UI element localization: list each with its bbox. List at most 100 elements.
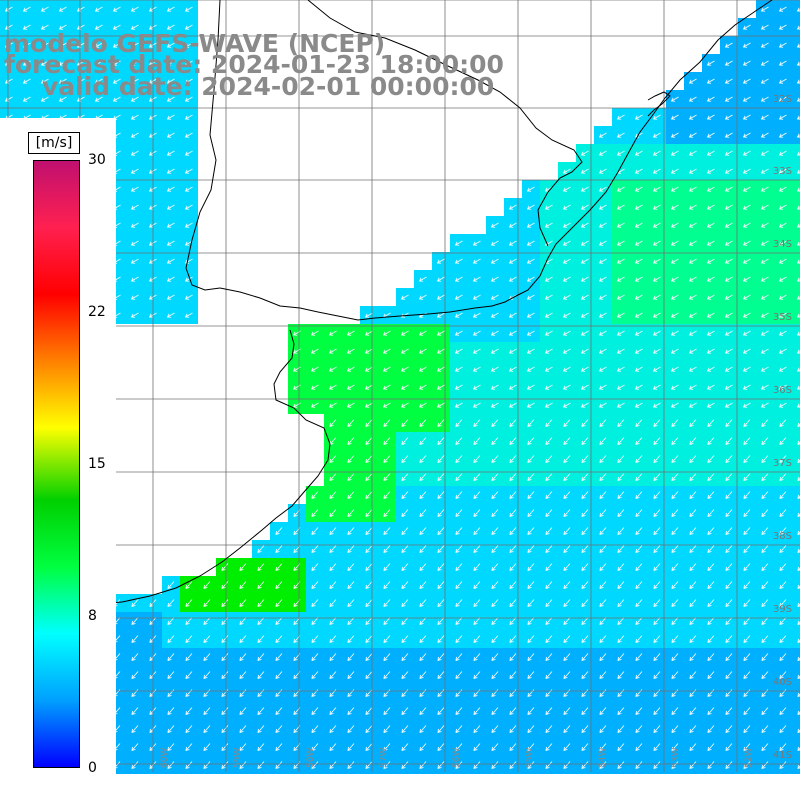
wind-arrow	[689, 563, 697, 572]
wind-arrow	[725, 599, 733, 608]
wind-arrow	[509, 761, 517, 770]
wind-arrow	[365, 563, 373, 572]
wind-arrow	[418, 384, 427, 390]
wind-arrow	[221, 635, 229, 644]
wind-arrow	[526, 348, 535, 354]
wind-arrow	[437, 491, 445, 500]
wind-arrow	[365, 581, 373, 590]
wind-arrow	[670, 186, 679, 192]
wind-speed-cell	[792, 396, 800, 414]
colorbar-tick-8: 8	[88, 608, 97, 624]
wind-arrow	[436, 276, 445, 282]
wind-speed-cell	[792, 126, 800, 144]
wind-arrow	[742, 114, 751, 120]
wind-arrow	[760, 6, 769, 12]
wind-arrow	[563, 725, 571, 734]
wind-arrow	[527, 617, 535, 626]
wind-arrow	[185, 581, 193, 590]
wind-arrow	[131, 725, 139, 734]
coastline	[0, 0, 773, 616]
wind-arrow	[418, 330, 427, 336]
wind-arrow	[743, 473, 751, 482]
wind-arrow	[275, 671, 283, 680]
wind-arrow	[617, 509, 625, 518]
wind-arrow	[545, 473, 553, 482]
wind-arrow	[364, 330, 373, 336]
wind-arrow	[670, 222, 679, 228]
wind-arrow	[599, 707, 607, 716]
wind-arrow	[761, 617, 769, 626]
wind-arrow	[778, 132, 787, 138]
wind-arrow	[419, 707, 427, 716]
wind-arrow	[779, 545, 787, 554]
wind-arrow	[760, 384, 769, 390]
wind-arrow	[725, 527, 733, 536]
wind-speed-cell	[792, 306, 800, 324]
wind-arrow	[545, 491, 553, 500]
wind-arrow	[652, 186, 661, 192]
wind-arrow	[761, 725, 769, 734]
wind-arrow	[634, 312, 643, 318]
wind-arrow	[58, 6, 67, 12]
wind-speed-cell	[792, 684, 800, 702]
wind-arrow	[706, 114, 715, 120]
wind-arrow	[617, 437, 625, 446]
wind-arrow	[761, 473, 769, 482]
wind-arrow	[383, 455, 391, 464]
wind-arrow	[689, 455, 697, 464]
latitude-label: 38S	[772, 531, 792, 542]
wind-arrow	[383, 617, 391, 626]
wind-arrow	[670, 240, 679, 246]
wind-arrow	[527, 725, 535, 734]
wind-arrow	[563, 473, 571, 482]
wind-arrow	[40, 96, 49, 102]
wind-arrow	[112, 42, 121, 48]
wind-arrow	[167, 581, 175, 590]
wind-arrow	[311, 635, 319, 644]
wind-arrow	[40, 60, 49, 66]
wind-arrow	[778, 330, 787, 336]
wind-speed-cell	[792, 378, 800, 396]
wind-arrow	[490, 276, 499, 282]
wind-arrow	[94, 42, 103, 48]
wind-arrow	[328, 384, 337, 390]
wind-arrow	[634, 366, 643, 372]
wind-arrow	[653, 545, 661, 554]
wind-arrow	[688, 150, 697, 156]
wind-arrow	[707, 545, 715, 554]
wind-arrow	[130, 132, 139, 138]
wind-arrow	[779, 707, 787, 716]
wind-arrow	[760, 330, 769, 336]
wind-arrow	[131, 635, 139, 644]
wind-arrow	[166, 222, 175, 228]
wind-arrow	[508, 384, 517, 390]
wind-arrow	[239, 671, 247, 680]
wind-arrow	[598, 366, 607, 372]
wind-arrow	[472, 258, 481, 264]
wind-arrow	[778, 60, 787, 66]
wind-arrow	[653, 707, 661, 716]
wind-arrow	[473, 761, 481, 770]
wind-arrow	[329, 545, 337, 554]
wind-arrow	[455, 725, 463, 734]
wind-arrow	[671, 743, 679, 752]
wind-arrow	[653, 635, 661, 644]
wind-arrow	[130, 150, 139, 156]
wind-arrow	[382, 402, 391, 408]
wind-arrow	[509, 671, 517, 680]
wind-arrow	[401, 527, 409, 536]
wind-arrow	[509, 491, 517, 500]
wind-arrow	[797, 458, 800, 464]
wind-arrow	[635, 491, 643, 500]
wind-arrow	[382, 384, 391, 390]
wind-arrow	[688, 186, 697, 192]
wind-arrow	[652, 150, 661, 156]
wind-arrow	[616, 132, 625, 138]
wind-arrow	[635, 617, 643, 626]
wind-speed-cell	[792, 0, 800, 18]
wind-arrow	[491, 437, 499, 446]
wind-arrow	[779, 437, 787, 446]
wind-arrow	[239, 581, 247, 590]
wind-arrow	[130, 240, 139, 246]
wind-arrow	[670, 258, 679, 264]
